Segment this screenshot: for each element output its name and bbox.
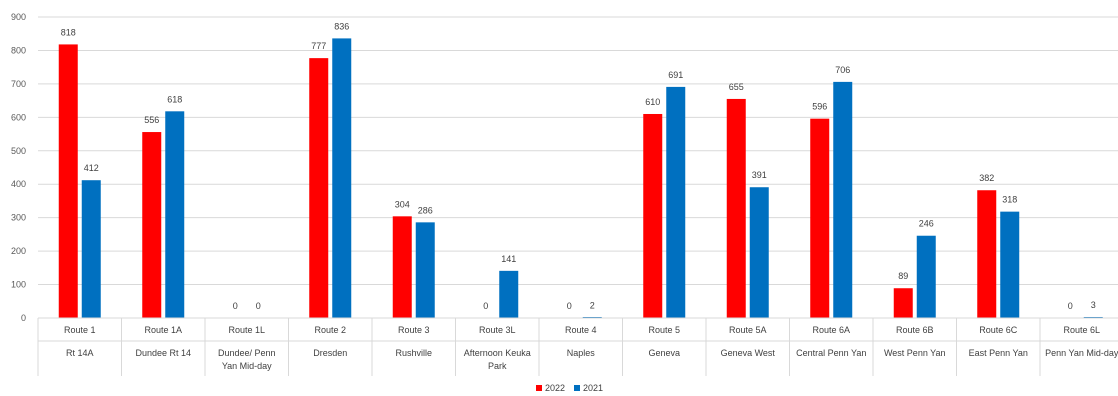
category-description-label: Rt 14A bbox=[66, 348, 94, 358]
bar-2021 bbox=[666, 86, 686, 318]
bar-2021 bbox=[415, 222, 435, 318]
bar-2022 bbox=[977, 190, 997, 318]
category-description-label: Afternoon Keuka bbox=[464, 348, 531, 358]
y-tick-label: 800 bbox=[11, 45, 26, 55]
data-label-2022: 304 bbox=[395, 199, 410, 209]
category-route-label: Route 1L bbox=[228, 325, 265, 335]
data-label-2022: 818 bbox=[61, 27, 76, 37]
category-route-label: Route 5A bbox=[729, 325, 767, 335]
category-description-label: East Penn Yan bbox=[969, 348, 1028, 358]
bar-2022 bbox=[893, 288, 913, 318]
legend-swatch bbox=[536, 385, 542, 391]
data-label-2021: 141 bbox=[501, 254, 516, 264]
category-description-label: Geneva West bbox=[721, 348, 776, 358]
category-description-label: Dundee Rt 14 bbox=[135, 348, 191, 358]
data-label-2022: 382 bbox=[979, 173, 994, 183]
category-description-label: Yan Mid-day bbox=[222, 361, 272, 371]
category-description-label: Dresden bbox=[313, 348, 347, 358]
bar-2022 bbox=[309, 58, 329, 319]
category-route-label: Route 3 bbox=[398, 325, 430, 335]
category-route-label: Route 6A bbox=[812, 325, 850, 335]
bar-2021 bbox=[833, 81, 853, 318]
category-route-label: Route 6C bbox=[979, 325, 1018, 335]
category-route-label: Route 5 bbox=[648, 325, 680, 335]
data-label-2021: 391 bbox=[752, 170, 767, 180]
y-tick-label: 500 bbox=[11, 146, 26, 156]
legend-swatch bbox=[574, 385, 580, 391]
y-tick-label: 700 bbox=[11, 79, 26, 89]
bar-2021 bbox=[81, 180, 101, 318]
y-tick-label: 300 bbox=[11, 213, 26, 223]
bar-2021 bbox=[1000, 211, 1020, 318]
data-label-2021: 836 bbox=[334, 21, 349, 31]
data-label-2021: 618 bbox=[167, 94, 182, 104]
data-label-2021: 246 bbox=[919, 219, 934, 229]
category-description-label: Penn Yan Mid-day bbox=[1045, 348, 1118, 358]
bar-2022 bbox=[643, 113, 663, 318]
y-tick-label: 200 bbox=[11, 246, 26, 256]
data-label-2022: 655 bbox=[729, 82, 744, 92]
bars bbox=[58, 38, 1103, 319]
data-label-2021: 412 bbox=[84, 163, 99, 173]
gridlines bbox=[38, 16, 1118, 319]
data-label-2022: 89 bbox=[898, 271, 908, 281]
category-description-label: Naples bbox=[567, 348, 596, 358]
data-label-2022: 777 bbox=[311, 41, 326, 51]
category-description-label: Dundee/ Penn bbox=[218, 348, 276, 358]
category-route-label: Route 6L bbox=[1063, 325, 1100, 335]
bar-2021 bbox=[332, 38, 352, 318]
data-label-2022: 0 bbox=[233, 301, 238, 311]
legend-label: 2022 bbox=[545, 383, 565, 393]
data-label-2021: 0 bbox=[256, 301, 261, 311]
data-label-2021: 318 bbox=[1002, 195, 1017, 205]
data-label-2022: 596 bbox=[812, 102, 827, 112]
category-description-label: Park bbox=[488, 361, 507, 371]
bar-2022 bbox=[142, 132, 162, 318]
category-route-label: Route 1A bbox=[144, 325, 182, 335]
data-label-2022: 0 bbox=[483, 301, 488, 311]
data-label-2022: 556 bbox=[144, 115, 159, 125]
y-tick-label: 600 bbox=[11, 112, 26, 122]
data-labels: 818 412 556 618 0 0 777 836 304 286 0 141 0 2 610 691 65… bbox=[61, 21, 1096, 311]
category-description-label: West Penn Yan bbox=[884, 348, 946, 358]
bar-2022 bbox=[810, 118, 830, 318]
y-tick-label: 100 bbox=[11, 280, 26, 290]
data-label-2022: 0 bbox=[567, 301, 572, 311]
bar-2022 bbox=[726, 98, 746, 318]
data-label-2021: 3 bbox=[1091, 300, 1096, 310]
y-tick-label: 0 bbox=[21, 313, 26, 323]
bar-2022 bbox=[58, 44, 78, 319]
category-axis: Route 1 Rt 14A Route 1A Dundee Rt 14 Route 1… bbox=[37, 317, 1118, 376]
data-label-2022: 610 bbox=[645, 97, 660, 107]
data-label-2021: 691 bbox=[668, 70, 683, 80]
y-axis-ticks: 0 100 200 300 400 500 600 700 800 900 bbox=[11, 12, 26, 323]
category-description-label: Rushville bbox=[395, 348, 432, 358]
category-route-label: Route 1 bbox=[64, 325, 96, 335]
data-label-2022: 0 bbox=[1068, 301, 1073, 311]
data-label-2021: 706 bbox=[835, 65, 850, 75]
data-label-2021: 2 bbox=[590, 300, 595, 310]
bar-2022 bbox=[392, 216, 412, 318]
y-tick-label: 900 bbox=[11, 12, 26, 22]
legend: 2022 2021 bbox=[536, 383, 603, 393]
category-route-label: Route 2 bbox=[314, 325, 346, 335]
category-route-label: Route 6B bbox=[896, 325, 934, 335]
bar-2021 bbox=[499, 270, 519, 318]
y-tick-label: 400 bbox=[11, 179, 26, 189]
bar-2021 bbox=[749, 187, 769, 318]
legend-label: 2021 bbox=[583, 383, 603, 393]
data-label-2021: 286 bbox=[418, 205, 433, 215]
category-route-label: Route 3L bbox=[479, 325, 516, 335]
bar-2021 bbox=[165, 111, 185, 319]
category-description-label: Geneva bbox=[648, 348, 680, 358]
category-route-label: Route 4 bbox=[565, 325, 597, 335]
bar-2021 bbox=[916, 235, 936, 318]
bar-2021 bbox=[1083, 316, 1103, 318]
category-description-label: Central Penn Yan bbox=[796, 348, 866, 358]
